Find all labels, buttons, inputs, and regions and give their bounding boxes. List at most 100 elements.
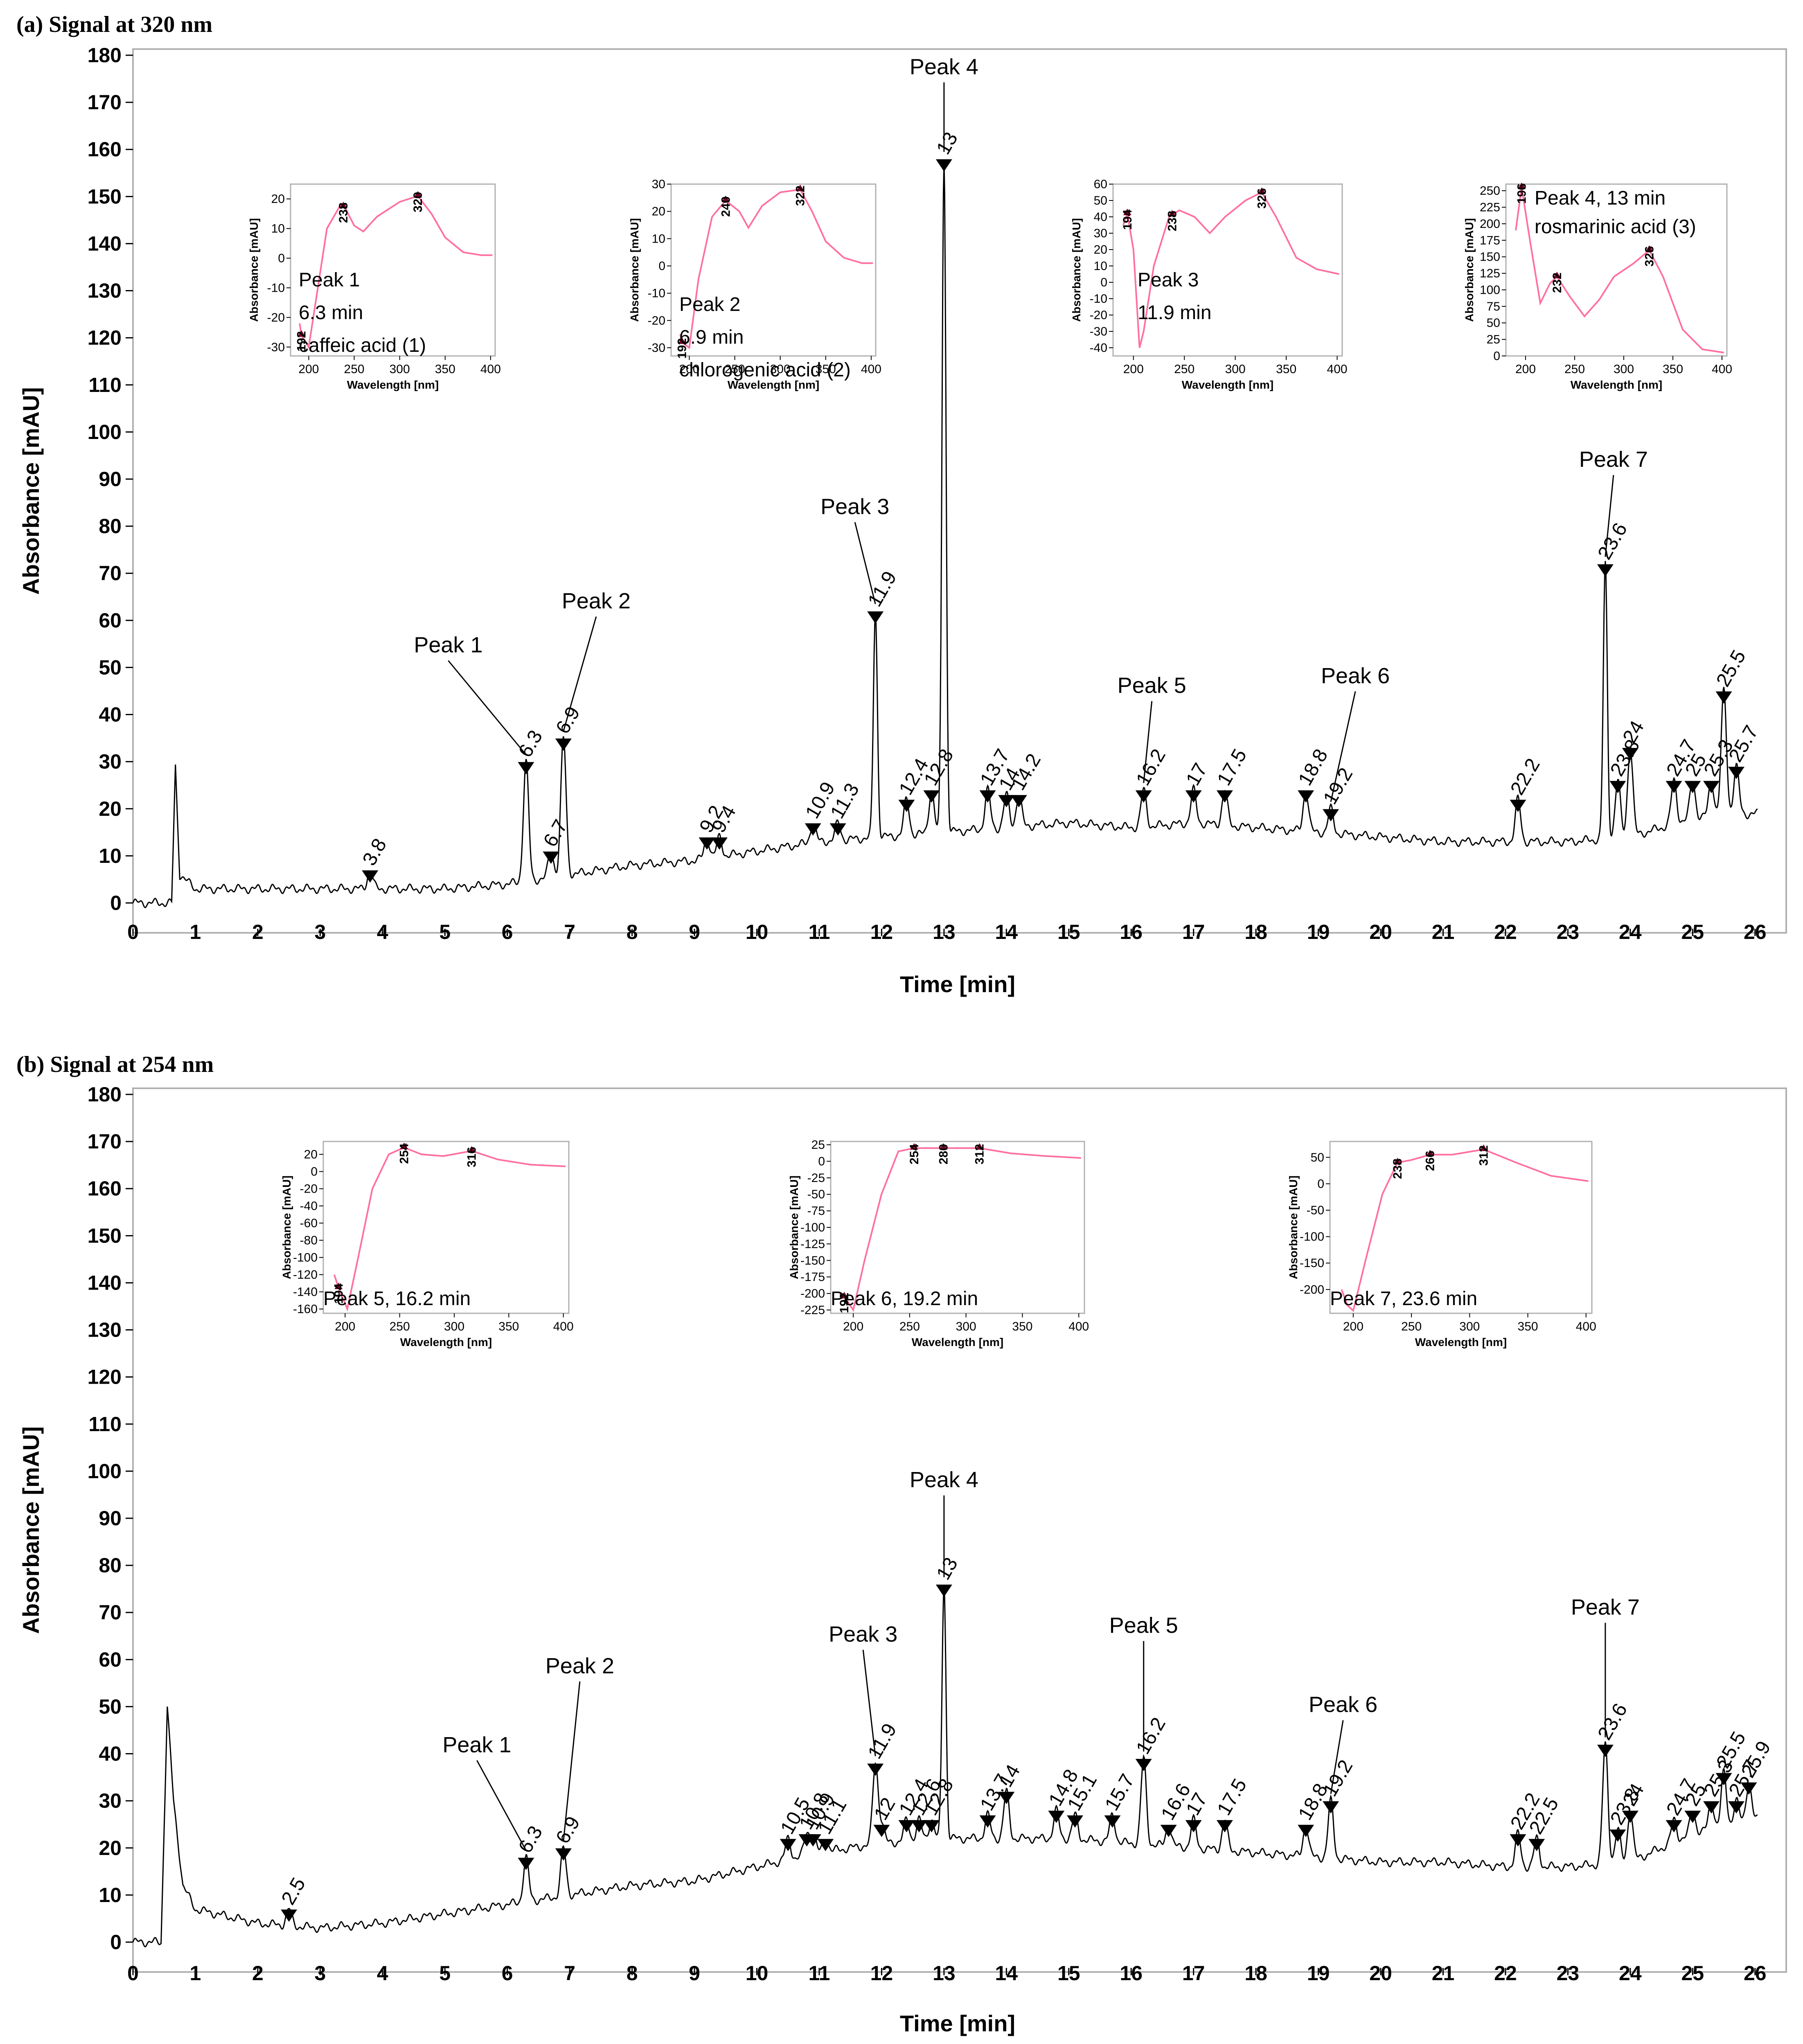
spectrum-maximum-label: 238 [337, 203, 350, 223]
peak-marker [1609, 1829, 1626, 1842]
x-tick-label: 19 [1307, 921, 1330, 943]
inset-x-tick-label: 350 [498, 1320, 519, 1333]
x-tick-label: 2 [252, 1962, 264, 1985]
inset-x-tick-label: 200 [843, 1320, 863, 1333]
inset-x-tick-label: 300 [1459, 1320, 1480, 1333]
inset-y-tick-label: -160 [293, 1303, 318, 1316]
peak-marker [1622, 1810, 1638, 1823]
inset-x-tick-label: 400 [480, 362, 501, 376]
spectrum-maximum-marker [796, 185, 805, 191]
inset-y-tick-label: -100 [800, 1221, 825, 1234]
panel-b-ticks: 0102030405060708090100110120130140150160… [88, 1083, 1767, 1985]
inset-y-tick-label: -80 [300, 1234, 318, 1247]
peak-marker [935, 159, 952, 172]
x-tick-label: 14 [995, 921, 1018, 943]
peak-marker [1528, 1839, 1545, 1851]
peak-marker [281, 1909, 297, 1922]
spectrum-maximum-marker [1553, 272, 1561, 279]
inset-annotation: Peak 7, 23.6 min [1330, 1288, 1477, 1310]
inset-y-tick-label: -30 [267, 340, 285, 354]
spectrum-maximum-marker [1645, 245, 1654, 252]
callout-leader [563, 616, 597, 732]
inset-frame [290, 183, 496, 357]
peak-marker [1067, 1815, 1084, 1828]
inset-y-tick-label: -10 [648, 287, 665, 300]
retention-time-label: 11.9 [864, 567, 901, 610]
x-tick-label: 10 [746, 921, 769, 943]
spectrum-maximum-label: 316 [465, 1147, 479, 1167]
inset-y-tick-label: 0 [818, 1155, 825, 1168]
peak-marker [1609, 781, 1626, 793]
spectrum-maximum-label: 238 [1165, 211, 1179, 231]
inset-annotation: Peak 1 [299, 269, 360, 291]
retention-time-label: 11.9 [864, 1720, 901, 1763]
x-tick-label: 26 [1744, 1962, 1767, 1985]
chromatogram-trace [132, 1586, 1758, 1947]
y-tick-label: 180 [88, 44, 122, 67]
spectrum-maximum-label: 240 [719, 196, 732, 217]
x-tick-label: 11 [809, 921, 830, 943]
inset-x-tick-label: 200 [1515, 362, 1536, 376]
inset-y-tick-label: 25 [1487, 333, 1500, 347]
retention-time-label: 25.5 [1712, 646, 1750, 690]
inset-y-tick-label: 0 [278, 252, 285, 265]
callout-leader [563, 1681, 581, 1841]
x-tick-label: 7 [564, 1962, 575, 1985]
x-tick-label: 20 [1369, 1962, 1392, 1985]
inset-annotation: chlorogenic acid (2) [679, 359, 851, 381]
peak-marker [1185, 790, 1202, 803]
inset-y-tick-label: 0 [1493, 349, 1500, 363]
uv-spectrum-line [679, 189, 873, 349]
x-tick-label: 9 [689, 1962, 700, 1985]
panel-a-ylabel: Absorbance [mAU] [18, 387, 44, 594]
inset-y-tick-label: -10 [1090, 292, 1107, 306]
x-tick-label: 6 [502, 1962, 513, 1985]
inset-y-tick-label: 175 [1480, 234, 1500, 247]
spectrum-maximum-marker [1393, 1157, 1402, 1164]
inset-x-tick-label: 350 [816, 362, 836, 376]
inset-annotation: Peak 6, 19.2 min [831, 1288, 978, 1310]
retention-time-label: 12 [870, 1794, 900, 1824]
x-tick-label: 14 [995, 1962, 1018, 1985]
callout-leader [448, 660, 527, 755]
inset-y-tick-label: -30 [648, 341, 665, 355]
spectrum-maximum-label: 266 [1424, 1150, 1437, 1171]
inset-xlabel: Wavelength [nm] [728, 378, 820, 391]
spectrum-maximum-marker [414, 191, 422, 198]
spectrum-maximum-marker [467, 1146, 476, 1153]
x-tick-label: 0 [127, 921, 139, 943]
peak-callout-label: Peak 4 [910, 54, 978, 79]
spectrum-maximum-marker [721, 196, 730, 202]
y-tick-label: 180 [88, 1083, 122, 1106]
x-tick-label: 16 [1120, 1962, 1143, 1985]
spectrum-maximum-marker [975, 1143, 984, 1150]
peak-marker [1728, 1801, 1745, 1814]
spectrum-maximum-marker [1168, 210, 1176, 217]
y-tick-label: 10 [99, 844, 122, 867]
y-tick-label: 60 [99, 609, 122, 632]
peak-marker [1666, 1820, 1682, 1832]
y-tick-label: 40 [99, 1742, 122, 1765]
inset-y-tick-label: 250 [1480, 184, 1500, 198]
peak-marker [1715, 1773, 1732, 1785]
y-tick-label: 0 [110, 891, 122, 914]
spectrum-maximum-label: 326 [1255, 188, 1269, 209]
peak-marker [518, 1857, 534, 1870]
retention-time-label: 23.6 [1594, 1700, 1632, 1744]
inset-y-tick-label: 20 [304, 1148, 318, 1162]
inset-x-tick-label: 200 [1343, 1320, 1364, 1333]
panel-b-plot-frame [132, 1087, 1787, 1973]
inset-y-tick-label: -30 [1090, 325, 1107, 338]
peak-marker [518, 762, 534, 774]
x-tick-label: 25 [1681, 1962, 1704, 1985]
uv-spectrum-inset: 200 250 300 350 400 -30 -20 -10 0 10 20 Wavelength … [248, 183, 501, 391]
peak-marker [817, 1839, 834, 1851]
y-tick-label: 130 [88, 279, 122, 302]
peak-callout-label: Peak 6 [1321, 664, 1390, 688]
inset-frame [1112, 183, 1343, 357]
uv-spectrum-inset: 200 250 300 350 400 -200 -150 -100 -50 0 50 Wavelen… [1287, 1141, 1596, 1348]
spectrum-maximum-marker [939, 1143, 948, 1150]
x-tick-label: 20 [1369, 921, 1392, 943]
peak-marker [979, 1815, 996, 1828]
y-tick-label: 170 [88, 1130, 122, 1153]
